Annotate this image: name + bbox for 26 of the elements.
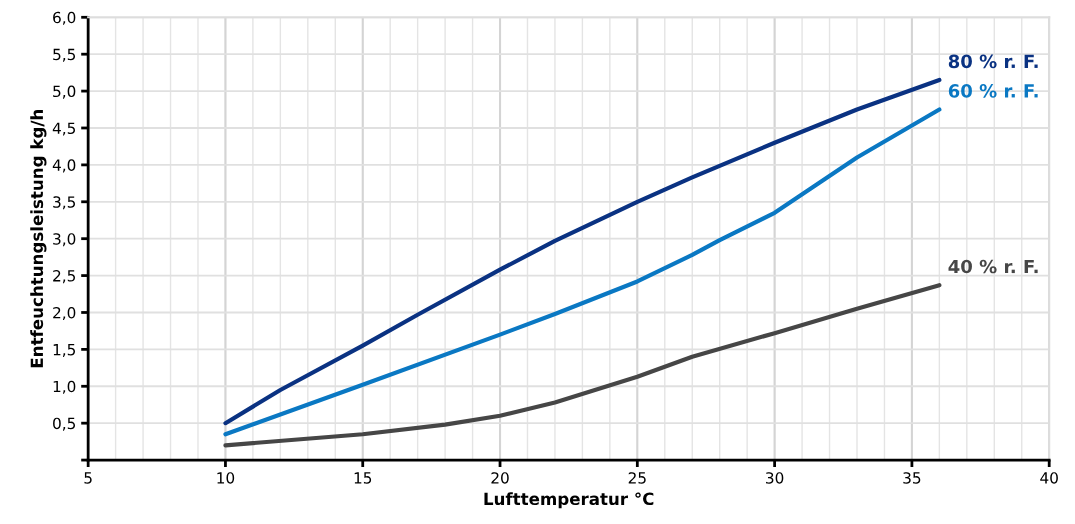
y-tick-label: 5,0	[53, 85, 76, 99]
y-tick-label: 1,5	[53, 344, 76, 357]
x-axis-title: Lufttemperatur °C	[484, 492, 654, 509]
series-label: 80 % r. F.	[948, 54, 1038, 69]
x-tick-label: 30	[766, 472, 784, 484]
y-tick-label: 0,5	[53, 417, 76, 431]
x-tick-label: 20	[491, 472, 509, 484]
y-tick-label: 3,5	[53, 196, 76, 210]
series-label: 60 % r. F.	[948, 84, 1038, 98]
x-tick-label: 35	[903, 472, 921, 484]
y-tick-label: 4,5	[52, 122, 76, 136]
series-label: 40 % r. F.	[948, 259, 1038, 274]
line-series	[223, 283, 942, 448]
y-tick-label: 4,0	[52, 159, 76, 173]
y-tick-label: 5,5	[53, 48, 76, 62]
y-tick-label: 2,0	[53, 306, 76, 321]
x-tick-label: 5	[84, 472, 92, 484]
y-tick-label: 3,0	[53, 233, 76, 247]
y-tick-label: 6,0	[53, 11, 76, 25]
y-axis-title: Entfeuchtungsleistung kg/h	[30, 109, 47, 368]
y-tick-label: 2,5	[53, 270, 76, 284]
x-tick-label: 15	[354, 472, 372, 484]
x-tick-label: 40	[1040, 472, 1058, 484]
x-tick-label: 10	[217, 472, 235, 484]
y-tick-label: 1,0	[53, 380, 76, 394]
x-tick-label: 25	[628, 472, 646, 484]
